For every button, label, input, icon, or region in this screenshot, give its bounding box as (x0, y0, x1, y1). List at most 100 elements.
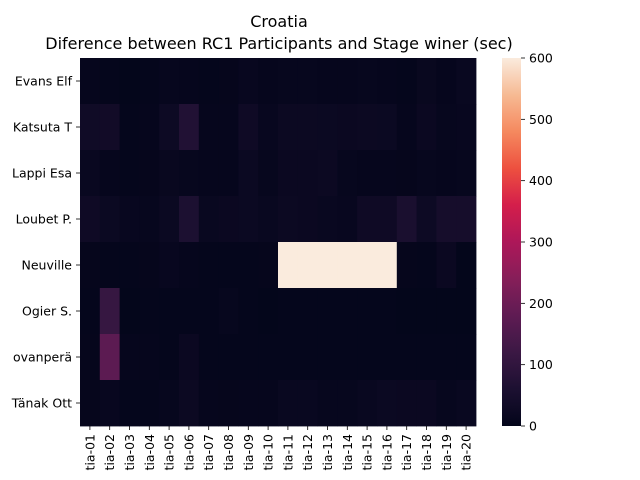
heatmap-cell (258, 334, 279, 381)
heatmap-cell (377, 104, 398, 151)
heatmap-cell (258, 288, 279, 335)
heatmap-cell (317, 58, 338, 105)
colorbar-tick-label: 600 (529, 51, 553, 66)
heatmap-cell (218, 150, 239, 197)
heatmap-cell (238, 334, 259, 381)
x-tick-label: tia-03 (122, 434, 137, 470)
y-tick-label: Ogier S. (22, 304, 72, 319)
x-tick-label: tia-01 (82, 434, 97, 470)
heatmap-cell (238, 150, 259, 197)
heatmap-cell (198, 196, 219, 243)
heatmap-cell (179, 196, 200, 243)
heatmap-cell (258, 104, 279, 151)
heatmap-cell (317, 104, 338, 151)
heatmap-cell (238, 196, 259, 243)
heatmap-cell (179, 150, 200, 197)
x-tick-label: tia-06 (181, 434, 196, 470)
heatmap-cell (416, 104, 437, 151)
heatmap-cell (218, 288, 239, 335)
heatmap-cell (436, 104, 457, 151)
y-tick-label: ovanperä (13, 350, 72, 365)
heatmap-cell (139, 334, 160, 381)
heatmap-cell (218, 380, 239, 427)
heatmap-cell (297, 104, 318, 151)
heatmap-cell (377, 150, 398, 197)
heatmap-cell (198, 380, 219, 427)
colorbar-tick-label: 100 (529, 357, 553, 372)
heatmap-cell (258, 196, 279, 243)
heatmap-cell (456, 104, 477, 151)
heatmap-cell (258, 242, 279, 289)
chart-subtitle: Diference between RC1 Participants and S… (45, 34, 512, 53)
heatmap-cell (297, 288, 318, 335)
heatmap-cell (99, 196, 120, 243)
heatmap-cell (80, 104, 101, 151)
heatmap-cell (396, 288, 417, 335)
heatmap-cell (99, 242, 120, 289)
heatmap-cell (456, 380, 477, 427)
heatmap-cell (119, 288, 140, 335)
heatmap-cell (377, 58, 398, 105)
heatmap-cell (139, 58, 160, 105)
heatmap-cell (80, 288, 101, 335)
heatmap-cells (80, 58, 477, 427)
colorbar-tick-label: 0 (529, 419, 537, 434)
heatmap-cell (297, 334, 318, 381)
heatmap-cell (357, 58, 378, 105)
heatmap-cell (436, 196, 457, 243)
heatmap-cell (337, 288, 358, 335)
heatmap-cell (198, 288, 219, 335)
heatmap-cell (456, 334, 477, 381)
heatmap-cell (278, 334, 299, 381)
heatmap-cell (297, 150, 318, 197)
heatmap-cell (337, 58, 358, 105)
heatmap-cell (198, 58, 219, 105)
x-tick-label: tia-07 (201, 434, 216, 470)
heatmap-cell (396, 380, 417, 427)
x-tick-label: tia-05 (162, 434, 177, 470)
heatmap-cell (416, 242, 437, 289)
heatmap-cell (396, 104, 417, 151)
y-tick-label: Lappi Esa (12, 166, 72, 181)
heatmap-cell (357, 196, 378, 243)
heatmap-cell (139, 242, 160, 289)
heatmap-cell (119, 242, 140, 289)
y-tick-label: Loubet P. (16, 212, 72, 227)
heatmap-cell (218, 242, 239, 289)
heatmap-cell (357, 334, 378, 381)
heatmap-cell (416, 288, 437, 335)
y-tick-label: Tänak Ott (11, 396, 72, 411)
heatmap-cell (159, 104, 180, 151)
heatmap-cell (278, 104, 299, 151)
heatmap-cell (357, 288, 378, 335)
heatmap-cell (278, 242, 299, 289)
heatmap-cell (337, 104, 358, 151)
heatmap-cell (198, 150, 219, 197)
heatmap-cell (278, 196, 299, 243)
x-tick-label: tia-20 (459, 434, 474, 470)
heatmap-cell (159, 334, 180, 381)
heatmap-cell (99, 288, 120, 335)
heatmap-cell (377, 288, 398, 335)
heatmap-cell (297, 380, 318, 427)
heatmap-cell (99, 104, 120, 151)
heatmap-cell (357, 380, 378, 427)
heatmap-cell (139, 380, 160, 427)
heatmap-cell (416, 58, 437, 105)
heatmap-cell (99, 334, 120, 381)
heatmap-cell (317, 334, 338, 381)
heatmap-cell (198, 104, 219, 151)
heatmap-cell (238, 104, 259, 151)
heatmap-cell (179, 288, 200, 335)
x-tick-label: tia-11 (280, 434, 295, 470)
heatmap-cell (198, 242, 219, 289)
x-tick-label: tia-18 (419, 434, 434, 470)
heatmap-cell (179, 242, 200, 289)
heatmap-cell (119, 104, 140, 151)
x-tick-label: tia-14 (340, 434, 355, 470)
heatmap-cell (198, 334, 219, 381)
x-tick-label: tia-12 (300, 434, 315, 470)
heatmap-cell (317, 196, 338, 243)
heatmap-cell (416, 150, 437, 197)
heatmap-cell (317, 380, 338, 427)
